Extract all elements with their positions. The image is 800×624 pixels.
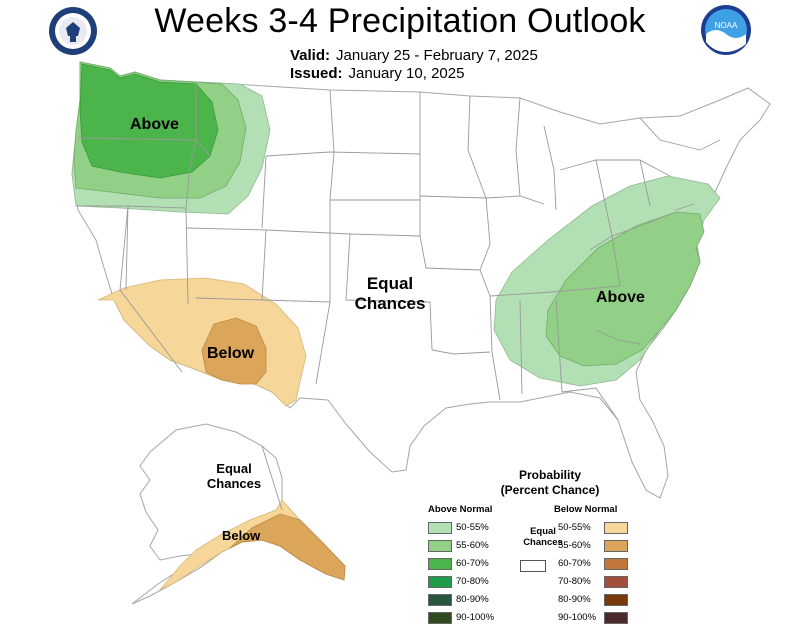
legend-below-label: 50-55% xyxy=(558,522,591,533)
alaska-equal-line2: Chances xyxy=(206,475,262,491)
legend-above-label: 50-55% xyxy=(456,522,489,533)
valid-line: Valid: January 25 - February 7, 2025 xyxy=(290,47,538,64)
probability-legend: Probability (Percent Chance) Above Norma… xyxy=(420,468,800,624)
legend-above-row: 55-60% xyxy=(420,540,680,552)
sw-below-55 xyxy=(201,317,267,385)
legend-equal-line2: Chances xyxy=(523,537,563,549)
legend-above-label: 80-90% xyxy=(456,594,489,605)
se-above-55 xyxy=(545,211,705,367)
center-equal-line1: Equal xyxy=(366,274,414,293)
legend-below-swatch xyxy=(604,540,628,552)
legend-below-label: 60-70% xyxy=(558,558,591,569)
alaska-equal-line1: Equal xyxy=(216,461,252,476)
legend-above-swatch xyxy=(428,594,452,606)
commerce-seal-icon xyxy=(49,7,97,55)
legend-above-label: 55-60% xyxy=(456,540,489,551)
legend-above-label: 70-80% xyxy=(456,576,489,587)
legend-below-swatch xyxy=(604,576,628,588)
legend-above-swatch xyxy=(428,558,452,570)
label-se-above: Above xyxy=(596,289,645,306)
legend-equal-swatch xyxy=(520,560,546,572)
legend-above-row: 80-90% xyxy=(420,594,680,606)
legend-below-swatch xyxy=(604,612,628,624)
legend-below-row: 55-60% xyxy=(420,540,680,552)
noaa-logo-icon: NOAA xyxy=(701,5,751,55)
legend-title: Probability (Percent Chance) xyxy=(420,468,680,498)
legend-below-row: 60-70% xyxy=(420,558,680,570)
legend-below-label: 80-90% xyxy=(558,594,591,605)
legend-above-header: Above Normal xyxy=(428,504,493,515)
ak-below-55 xyxy=(229,513,346,581)
map-title: Weeks 3-4 Precipitation Outlook xyxy=(154,2,646,40)
label-nw-above: Above xyxy=(130,116,179,133)
label-alaska-equal-chances: Equal Chances xyxy=(196,461,272,492)
issued-label: Issued: xyxy=(290,65,343,82)
legend-below-row: 80-90% xyxy=(420,594,680,606)
legend-above-row: 50-55% xyxy=(420,522,680,534)
valid-label: Valid: xyxy=(290,47,331,64)
legend-below-swatch xyxy=(604,522,628,534)
center-equal-line2: Chances xyxy=(354,293,426,313)
legend-above-row: 60-70% xyxy=(420,558,680,570)
alaska-boundary xyxy=(261,445,283,511)
label-center-equal-chances: Equal Chances xyxy=(344,274,436,313)
legend-above-row: 70-80% xyxy=(420,576,680,588)
legend-title-line2: (Percent Chance) xyxy=(500,483,600,497)
alaska-land xyxy=(131,423,346,605)
issued-value: January 10, 2025 xyxy=(348,65,465,82)
nw-above-60 xyxy=(79,63,219,179)
issued-line: Issued: January 10, 2025 xyxy=(290,65,464,82)
legend-equal-line1: Equal xyxy=(530,526,556,537)
legend-below-label: 70-80% xyxy=(558,576,591,587)
legend-below-swatch xyxy=(604,558,628,570)
legend-title-line1: Probability xyxy=(518,468,581,482)
legend-above-swatch xyxy=(428,576,452,588)
legend-below-row: 90-100% xyxy=(420,612,680,624)
state-boundaries xyxy=(76,84,721,421)
legend-above-swatch xyxy=(428,540,452,552)
label-alaska-below: Below xyxy=(222,528,261,543)
legend-below-row: 50-55% xyxy=(420,522,680,534)
legend-below-header: Below Normal xyxy=(554,504,618,515)
legend-equal-chances: Equal Chances xyxy=(518,526,568,549)
legend-below-row: 70-80% xyxy=(420,576,680,588)
legend-above-swatch xyxy=(428,522,452,534)
legend-below-swatch xyxy=(604,594,628,606)
legend-above-label: 60-70% xyxy=(456,558,489,569)
valid-value: January 25 - February 7, 2025 xyxy=(336,47,538,64)
label-sw-below: Below xyxy=(207,345,255,362)
noaa-logo-text: NOAA xyxy=(715,21,738,30)
legend-below-label: 55-60% xyxy=(558,540,591,551)
